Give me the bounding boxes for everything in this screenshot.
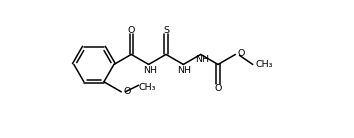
Text: O: O bbox=[124, 87, 131, 96]
Text: CH₃: CH₃ bbox=[256, 60, 273, 69]
Text: O: O bbox=[238, 49, 245, 58]
Text: O: O bbox=[127, 26, 135, 35]
Text: CH₃: CH₃ bbox=[139, 83, 156, 92]
Text: S: S bbox=[163, 26, 169, 35]
Text: O: O bbox=[215, 84, 222, 93]
Text: NH: NH bbox=[177, 66, 192, 75]
Text: NH: NH bbox=[143, 66, 157, 75]
Text: NH: NH bbox=[195, 55, 209, 64]
